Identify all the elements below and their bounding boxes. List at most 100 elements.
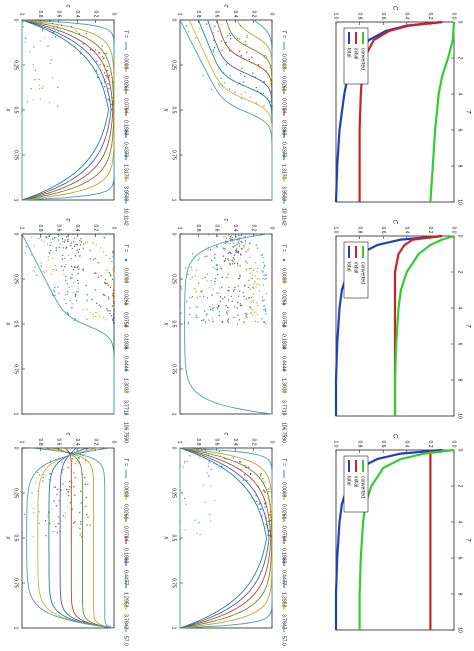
series-point xyxy=(231,263,234,265)
series-point xyxy=(249,284,251,286)
series-point xyxy=(233,262,236,265)
series-point xyxy=(40,265,42,267)
series-point xyxy=(249,306,251,308)
series-point xyxy=(102,294,105,296)
series-point xyxy=(73,245,76,247)
series-point xyxy=(79,244,82,246)
series-point xyxy=(109,273,112,276)
series-point xyxy=(113,260,115,262)
series-point xyxy=(106,76,108,78)
series-point xyxy=(270,83,273,85)
tick-label-x: 0.5 xyxy=(171,321,177,328)
series-point xyxy=(74,494,76,496)
series-point xyxy=(180,286,182,288)
series-point xyxy=(104,279,107,281)
series-point xyxy=(68,286,71,288)
series-point xyxy=(243,284,246,287)
series-point xyxy=(189,278,191,280)
series-point xyxy=(207,233,210,236)
series-point xyxy=(214,278,217,280)
series-point xyxy=(223,82,226,84)
series-point xyxy=(41,87,43,89)
series-point xyxy=(230,295,232,298)
series-point xyxy=(47,259,49,261)
series-point xyxy=(29,50,31,53)
legend-label: converted xyxy=(360,48,366,70)
series-point xyxy=(30,254,32,256)
series-point xyxy=(45,535,47,537)
series-point xyxy=(196,532,198,534)
series-point xyxy=(213,499,216,502)
legend-swatch xyxy=(282,368,286,372)
series-point xyxy=(261,254,264,256)
series-point xyxy=(43,466,45,468)
series-point xyxy=(111,305,114,307)
series-point xyxy=(50,242,52,244)
series-point xyxy=(22,26,24,28)
series-point xyxy=(43,37,46,39)
series-point xyxy=(113,317,115,320)
series-point xyxy=(82,243,85,245)
series-point xyxy=(270,519,273,522)
series-point xyxy=(62,247,64,249)
legend-label: 0.4477 xyxy=(281,570,287,586)
series-point xyxy=(265,517,268,519)
series-point xyxy=(41,29,44,31)
series-point xyxy=(112,319,114,322)
tick-label-c: 1 xyxy=(19,227,25,230)
tick-label-x: 0.5 xyxy=(171,535,177,542)
series-point xyxy=(210,259,213,262)
series-point xyxy=(232,290,235,292)
series-point xyxy=(269,534,271,536)
series-line xyxy=(37,447,115,629)
series-point xyxy=(259,473,261,475)
series-point xyxy=(262,278,264,280)
series-point xyxy=(195,291,197,293)
series-point xyxy=(266,56,268,58)
series-point xyxy=(78,462,80,464)
series-point xyxy=(206,255,209,258)
series-point xyxy=(224,248,226,250)
series-point xyxy=(52,530,54,533)
series-point xyxy=(242,97,244,99)
series-point xyxy=(112,256,115,258)
series-point xyxy=(179,489,181,491)
series-point xyxy=(190,297,193,299)
series-point xyxy=(251,56,253,58)
series-point xyxy=(240,97,243,99)
axis-label-c: c xyxy=(222,433,228,436)
axis-label-T: T xyxy=(464,324,470,329)
series-point xyxy=(225,63,227,66)
legend-label: initial xyxy=(353,476,359,487)
series-point xyxy=(253,500,255,502)
series-point xyxy=(97,261,100,264)
series-point xyxy=(271,101,273,104)
series-point xyxy=(63,298,65,301)
series-point xyxy=(94,257,96,260)
series-point xyxy=(55,525,57,528)
series-point xyxy=(267,520,270,523)
series-point xyxy=(254,275,256,277)
series-point xyxy=(24,252,26,254)
tick-label-c: 0.2 xyxy=(92,225,98,232)
series-point xyxy=(213,307,215,309)
series-point xyxy=(252,72,254,74)
series-point xyxy=(103,81,106,83)
series-point xyxy=(202,295,205,298)
tick-label-c: 0.2 xyxy=(92,11,98,18)
series-point xyxy=(270,526,273,528)
series-point xyxy=(89,249,91,252)
series-point xyxy=(263,481,265,484)
series-point xyxy=(188,296,190,299)
series-point xyxy=(187,321,190,323)
series-point xyxy=(112,313,115,315)
series-point xyxy=(235,249,237,252)
series-point xyxy=(231,300,233,303)
series-point xyxy=(61,258,64,260)
legend: total initial converted xyxy=(343,27,369,85)
series-point xyxy=(47,45,49,47)
series-point xyxy=(240,469,242,471)
series-point xyxy=(236,301,239,304)
